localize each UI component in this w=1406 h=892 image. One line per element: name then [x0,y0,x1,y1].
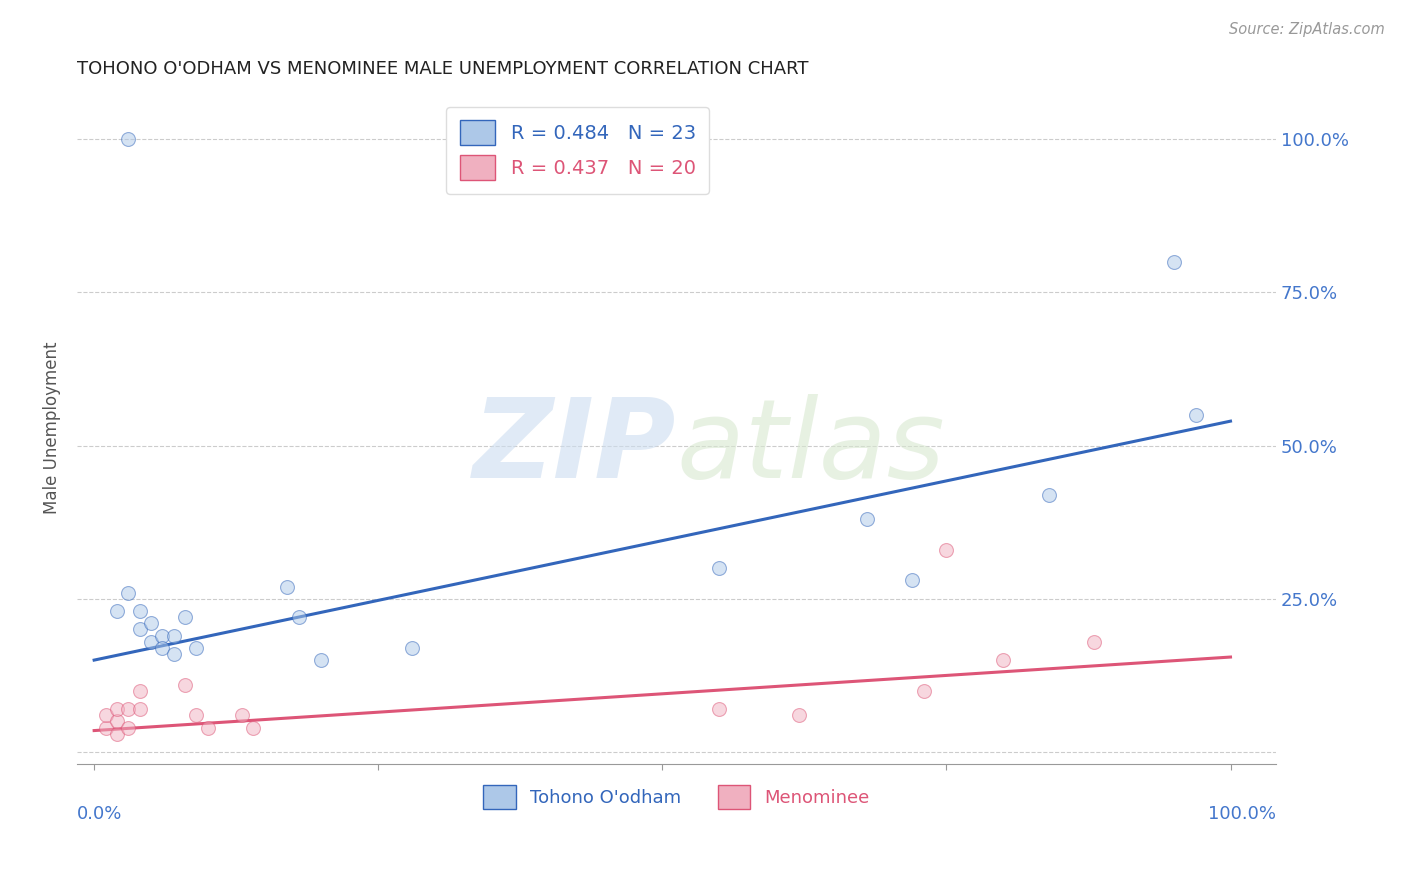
Point [94,708,117,723]
Text: Source: ZipAtlas.com: Source: ZipAtlas.com [1229,22,1385,37]
Point [105,604,128,618]
Point [139,634,162,648]
Point [117,702,139,716]
Point [707,702,730,716]
Point [163,647,186,661]
Point [912,683,935,698]
Text: atlas: atlas [676,394,945,501]
Point [139,616,162,631]
Point [231,708,253,723]
Point [707,561,730,575]
Point [901,574,924,588]
Point [117,585,139,599]
Point [1185,408,1208,422]
Point [117,721,139,735]
Point [94,721,117,735]
Point [174,610,197,624]
Point [401,640,423,655]
Text: TOHONO O'ODHAM VS MENOMINEE MALE UNEMPLOYMENT CORRELATION CHART: TOHONO O'ODHAM VS MENOMINEE MALE UNEMPLO… [77,60,808,78]
Point [186,708,208,723]
Point [276,580,298,594]
Point [787,708,810,723]
Legend: Tohono O'odham, Menominee: Tohono O'odham, Menominee [477,778,877,816]
Point [128,702,150,716]
Point [993,653,1015,667]
Point [197,721,219,735]
Y-axis label: Male Unemployment: Male Unemployment [44,341,60,514]
Text: ZIP: ZIP [472,394,676,501]
Text: 100.0%: 100.0% [1208,805,1277,822]
Point [128,623,150,637]
Point [150,640,173,655]
Point [163,629,186,643]
Point [105,726,128,740]
Point [186,640,208,655]
Point [1038,488,1060,502]
Point [105,714,128,729]
Point [128,683,150,698]
Point [150,629,173,643]
Point [1163,255,1185,269]
Text: 0.0%: 0.0% [77,805,122,822]
Point [105,702,128,716]
Point [856,512,879,526]
Point [287,610,309,624]
Point [128,604,150,618]
Point [242,721,264,735]
Point [174,678,197,692]
Point [311,653,333,667]
Point [117,132,139,146]
Point [1083,634,1105,648]
Point [935,542,957,557]
